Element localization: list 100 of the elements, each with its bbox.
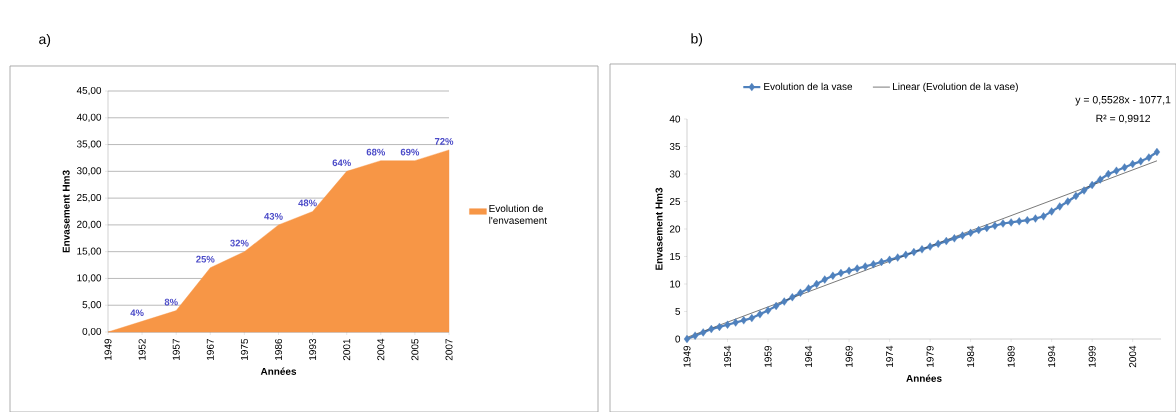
x-tick-label: 1959 xyxy=(764,345,772,367)
point xyxy=(1080,186,1088,195)
point xyxy=(700,328,707,337)
point xyxy=(854,264,861,273)
y-tick-label: 0,00 xyxy=(82,327,102,337)
y-axis-title: Envasement Hm3 xyxy=(655,187,663,270)
x-tick-label: 2005 xyxy=(411,338,419,361)
point xyxy=(918,245,926,254)
point xyxy=(975,225,982,235)
annotation: 32% xyxy=(230,239,249,247)
point xyxy=(732,318,739,327)
x-tick-label: 1979 xyxy=(926,345,934,367)
point xyxy=(781,297,788,306)
point xyxy=(935,239,942,248)
text: y = 0,5528x - 1077,1 xyxy=(1075,96,1171,106)
y-tick-label: 10,00 xyxy=(77,274,102,283)
chart-title: b) xyxy=(691,33,703,47)
point xyxy=(951,234,958,243)
point xyxy=(1113,166,1120,175)
point xyxy=(1105,169,1112,179)
y-tick-label: 45,00 xyxy=(76,86,102,96)
annotation: 4% xyxy=(130,309,144,317)
x-tick-label: 2001 xyxy=(343,339,351,361)
x-tick-label: 1989 xyxy=(1007,345,1015,367)
y-tick-label: 5 xyxy=(675,308,681,315)
point xyxy=(813,279,820,289)
point xyxy=(983,223,990,233)
y-tick-label: 5,00 xyxy=(82,301,102,310)
annotation: 48% xyxy=(298,199,317,207)
chart-title: a) xyxy=(39,33,51,47)
point xyxy=(683,334,691,344)
x-tick-label: 1964 xyxy=(805,345,813,367)
point xyxy=(1048,207,1055,216)
point xyxy=(1032,214,1039,223)
annotation: 43% xyxy=(264,212,283,220)
point xyxy=(943,236,950,246)
point xyxy=(748,313,755,323)
x-tick-label: 1975 xyxy=(240,338,248,360)
point xyxy=(740,316,747,325)
legend-label: Evolution de la vase xyxy=(764,82,853,91)
point xyxy=(1137,157,1144,166)
point xyxy=(967,228,974,237)
point xyxy=(902,250,909,259)
annotation: 25% xyxy=(196,255,215,263)
point xyxy=(1024,216,1031,225)
point xyxy=(837,268,845,278)
point xyxy=(910,247,918,257)
x-tick-label: 1949 xyxy=(104,338,112,360)
point xyxy=(1145,153,1152,162)
x-tick-label: 1969 xyxy=(845,345,853,367)
point xyxy=(991,221,999,230)
x-tick-label: 1999 xyxy=(1088,345,1096,367)
point xyxy=(789,293,796,302)
point xyxy=(959,231,966,240)
x-tick-label: 1986 xyxy=(274,338,283,360)
point xyxy=(999,219,1007,228)
annotation: 64% xyxy=(332,159,351,167)
x-tick-label: 1957 xyxy=(172,339,180,360)
point xyxy=(756,310,764,319)
x-tick-label: 1974 xyxy=(886,345,894,367)
annotation: 69% xyxy=(400,148,420,156)
annotation: 68% xyxy=(366,148,386,156)
x-tick-label: 1954 xyxy=(724,345,732,367)
x-tick-label: 1949 xyxy=(683,345,691,367)
x-tick-label: 2004 xyxy=(1129,345,1137,368)
point xyxy=(724,320,731,329)
y-tick-label: 20,00 xyxy=(77,220,102,230)
point xyxy=(829,271,836,280)
x-tick-label: 2004 xyxy=(377,338,385,361)
point xyxy=(773,301,780,311)
point xyxy=(805,284,812,293)
point xyxy=(926,242,934,251)
point xyxy=(1089,180,1096,190)
point xyxy=(1072,191,1080,201)
y-tick-label: 30,00 xyxy=(76,167,102,176)
annotation: 72% xyxy=(434,138,454,145)
x-tick-label: 1984 xyxy=(967,345,975,367)
x-tick-label: 1967 xyxy=(206,339,214,360)
point xyxy=(764,306,772,315)
point xyxy=(797,288,804,297)
x-tick-label: 1994 xyxy=(1048,345,1056,367)
y-tick-label: 0 xyxy=(675,335,681,343)
point xyxy=(878,257,885,267)
y-tick-label: 15,00 xyxy=(77,247,102,256)
point xyxy=(1056,202,1063,211)
y-tick-label: 15 xyxy=(670,253,681,260)
x-tick-label: 1993 xyxy=(309,338,317,360)
x-tick-label: 2007 xyxy=(445,339,453,361)
point xyxy=(691,331,699,340)
point xyxy=(1040,212,1047,221)
point xyxy=(1097,175,1104,184)
y-tick-label: 25,00 xyxy=(77,194,102,203)
legend-label: Evolution de l'envasement xyxy=(489,204,547,224)
y-tick-label: 10 xyxy=(670,280,681,288)
x-axis-title: Années xyxy=(260,367,297,375)
point xyxy=(1064,197,1071,206)
point xyxy=(1016,217,1023,226)
annotation: 8% xyxy=(164,298,178,306)
x-tick-label: 1952 xyxy=(138,339,146,360)
point xyxy=(708,324,715,334)
